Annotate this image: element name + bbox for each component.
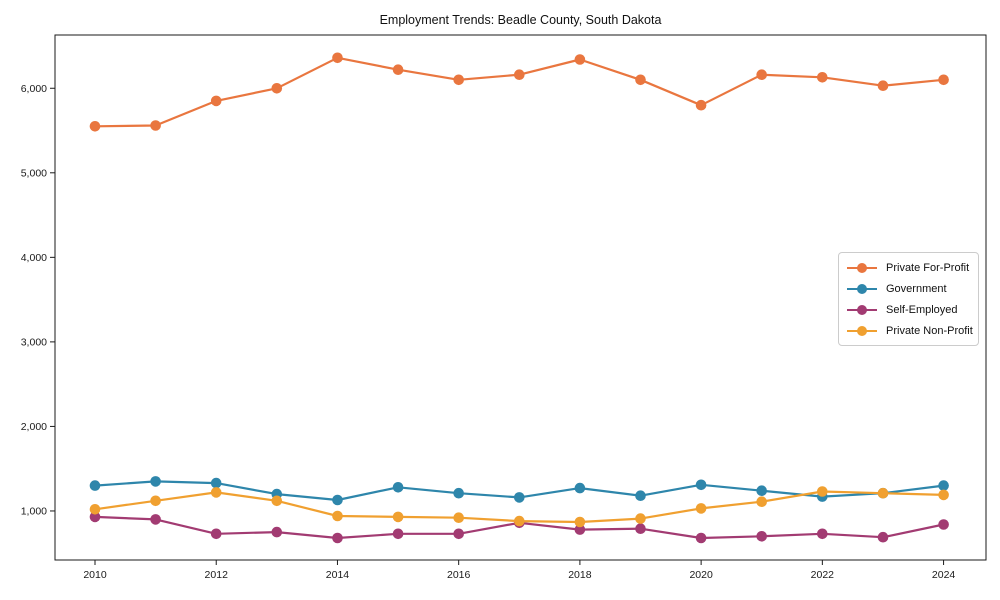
- chart-title: Employment Trends: Beadle County, South …: [379, 13, 662, 27]
- y-tick-label: 6,000: [21, 83, 47, 95]
- y-tick-label: 2,000: [21, 421, 47, 433]
- x-tick-label: 2024: [932, 569, 956, 581]
- legend-marker-icon: [847, 262, 877, 274]
- data-point-self-employed: [877, 531, 889, 543]
- data-point-private-non-profit: [635, 513, 646, 524]
- data-point-private-non-profit: [877, 487, 889, 499]
- series-line-private-for-profit: [93, 56, 945, 128]
- legend-item-private-for-profit: Private For-Profit: [847, 257, 970, 278]
- data-point-government: [756, 485, 767, 497]
- legend-label: Self-Employed: [886, 303, 958, 316]
- data-point-private-for-profit: [271, 83, 283, 94]
- data-point-government: [332, 494, 343, 506]
- data-point-private-for-profit: [89, 121, 101, 132]
- data-point-government: [150, 476, 161, 487]
- x-tick-label: 2022: [811, 569, 835, 581]
- data-point-government: [89, 480, 101, 491]
- legend-marker-icon: [847, 283, 877, 295]
- data-point-government: [453, 487, 465, 499]
- data-point-self-employed: [635, 523, 646, 534]
- data-point-self-employed: [695, 532, 707, 544]
- axes-frame: [54, 34, 987, 561]
- x-tick-label: 2010: [83, 569, 107, 581]
- data-point-government: [635, 490, 646, 502]
- data-point-self-employed: [392, 528, 404, 540]
- x-tick-label: 2016: [447, 569, 471, 581]
- data-point-self-employed: [817, 528, 828, 540]
- legend-marker-icon: [847, 304, 877, 316]
- data-point-private-non-profit: [938, 489, 949, 501]
- legend-item-government: Government: [847, 278, 970, 299]
- data-point-self-employed: [756, 531, 767, 542]
- data-point-private-for-profit: [453, 74, 465, 86]
- data-point-private-non-profit: [271, 495, 283, 507]
- data-point-government: [938, 480, 949, 491]
- data-point-private-non-profit: [392, 511, 404, 523]
- legend-marker-icon: [847, 325, 877, 337]
- data-point-private-non-profit: [453, 512, 465, 523]
- data-point-private-non-profit: [514, 515, 525, 527]
- data-point-self-employed: [453, 528, 465, 540]
- x-tick-label: 2018: [568, 569, 592, 581]
- y-tick-label: 5,000: [21, 167, 47, 179]
- data-point-private-for-profit: [514, 69, 525, 80]
- data-point-private-for-profit: [877, 80, 889, 91]
- data-point-private-for-profit: [695, 99, 707, 111]
- data-point-private-non-profit: [817, 486, 828, 497]
- legend: Private For-Profit Government Self-Employe…: [838, 252, 979, 346]
- y-tick-label: 1,000: [21, 505, 47, 517]
- data-point-government: [695, 479, 707, 491]
- data-point-private-for-profit: [392, 64, 404, 75]
- data-point-self-employed: [271, 526, 283, 538]
- data-point-private-non-profit: [574, 516, 586, 528]
- data-point-self-employed: [938, 519, 949, 530]
- data-point-private-for-profit: [938, 74, 949, 86]
- data-point-self-employed: [332, 532, 343, 544]
- data-point-self-employed: [150, 514, 161, 525]
- data-point-private-for-profit: [210, 95, 222, 107]
- data-point-private-non-profit: [695, 503, 707, 514]
- data-point-private-for-profit: [635, 74, 646, 86]
- data-point-self-employed: [210, 528, 222, 540]
- x-tick-label: 2014: [326, 569, 350, 581]
- legend-item-self-employed: Self-Employed: [847, 299, 970, 320]
- data-point-self-employed: [574, 524, 586, 535]
- legend-label: Government: [886, 282, 947, 295]
- data-point-private-for-profit: [574, 54, 586, 65]
- data-point-government: [574, 482, 586, 494]
- legend-label: Private For-Profit: [886, 261, 970, 274]
- y-tick-label: 4,000: [21, 252, 47, 264]
- data-point-private-non-profit: [89, 504, 101, 515]
- x-tick-label: 2020: [689, 569, 713, 581]
- data-point-government: [392, 482, 404, 493]
- data-point-private-for-profit: [756, 69, 767, 80]
- data-point-government: [210, 477, 222, 489]
- data-point-private-non-profit: [150, 495, 161, 507]
- x-tick-label: 2012: [205, 569, 229, 581]
- data-point-private-for-profit: [332, 52, 343, 64]
- data-point-self-employed: [89, 511, 101, 523]
- y-tick-label: 3,000: [21, 336, 47, 348]
- legend-label: Private Non-Profit: [886, 324, 973, 337]
- data-point-private-non-profit: [332, 510, 343, 522]
- data-point-private-for-profit: [150, 120, 161, 131]
- legend-item-private-non-profit: Private Non-Profit: [847, 320, 973, 341]
- data-point-private-non-profit: [756, 496, 767, 508]
- data-point-private-for-profit: [817, 72, 828, 83]
- data-point-government: [514, 492, 525, 503]
- data-point-private-non-profit: [210, 487, 222, 498]
